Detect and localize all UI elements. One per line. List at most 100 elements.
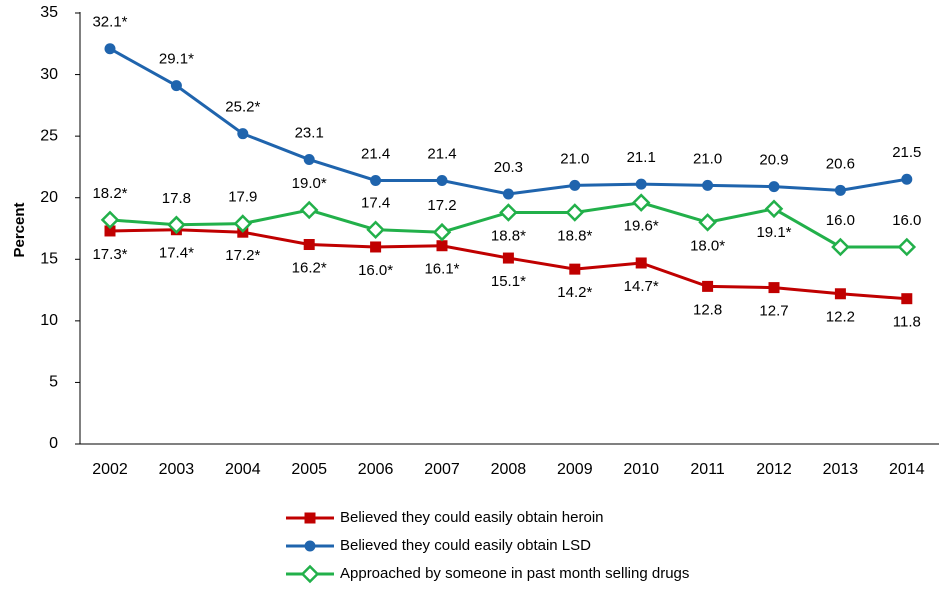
data-label: 21.0: [693, 150, 722, 167]
x-tick-label: 2008: [491, 461, 527, 478]
x-tick-label: 2007: [424, 461, 460, 478]
data-point: [631, 193, 651, 212]
data-point: [436, 240, 448, 252]
data-point: [237, 128, 249, 140]
data-label: 21.0: [560, 150, 589, 167]
data-label: 16.0*: [358, 262, 393, 279]
data-label: 16.0: [892, 212, 921, 229]
data-label: 15.1*: [491, 273, 526, 290]
legend-label: Believed they could easily obtain LSD: [340, 537, 591, 554]
legend-marker: [304, 540, 316, 552]
data-label: 14.7*: [624, 278, 659, 295]
data-label: 17.9: [228, 189, 257, 206]
x-tick-label: 2005: [291, 461, 327, 478]
data-label: 32.1*: [92, 14, 127, 31]
data-point: [104, 43, 116, 55]
data-point: [502, 188, 514, 200]
data-label: 17.2: [427, 197, 456, 214]
y-tick-label: 5: [49, 374, 58, 391]
data-label: 12.7: [759, 303, 788, 320]
data-label: 18.8*: [557, 227, 592, 244]
x-tick-label: 2014: [889, 461, 925, 478]
data-point: [299, 200, 319, 220]
x-tick-label: 2011: [690, 461, 725, 478]
y-tick-label: 0: [49, 435, 58, 452]
data-label: 16.0: [826, 212, 855, 229]
data-point: [698, 213, 717, 232]
data-point: [834, 288, 846, 300]
data-label: 19.0*: [292, 175, 327, 192]
data-label: 21.5: [892, 144, 921, 161]
x-tick-label: 2012: [756, 461, 792, 478]
data-point: [370, 174, 382, 186]
y-tick-label: 25: [40, 127, 58, 144]
data-point: [764, 199, 784, 219]
y-tick-label: 10: [40, 312, 58, 329]
x-tick-label: 2006: [358, 461, 394, 478]
data-label: 19.1*: [756, 224, 791, 241]
data-label: 17.3*: [92, 246, 127, 263]
x-tick-label: 2002: [92, 461, 128, 478]
data-label: 19.6*: [624, 218, 659, 235]
data-point: [303, 154, 315, 166]
y-tick-label: 35: [40, 4, 58, 21]
data-point: [303, 239, 315, 251]
data-point: [170, 80, 182, 92]
data-point: [635, 257, 647, 269]
legend-label: Believed they could easily obtain heroin: [340, 509, 604, 526]
legend-marker: [304, 512, 316, 524]
data-label: 12.8: [693, 301, 722, 318]
data-point: [100, 210, 120, 230]
data-point: [831, 237, 850, 257]
y-tick-label: 30: [40, 66, 58, 83]
data-point: [768, 282, 780, 294]
data-label: 17.8: [162, 190, 191, 207]
data-label: 20.3: [494, 159, 523, 176]
data-point: [901, 173, 913, 185]
y-tick-label: 15: [40, 251, 58, 268]
data-label: 20.9: [759, 152, 788, 169]
data-label: 17.4*: [159, 245, 194, 262]
data-label: 11.8: [893, 314, 921, 331]
data-label: 18.2*: [92, 185, 127, 202]
legend-label: Approached by someone in past month sell…: [340, 565, 689, 582]
data-label: 17.4: [361, 195, 390, 212]
data-point: [565, 203, 585, 222]
data-point: [502, 252, 514, 264]
data-label: 21.4: [427, 145, 456, 162]
data-label: 18.0*: [690, 237, 725, 254]
data-label: 21.4: [361, 145, 390, 162]
data-point: [370, 241, 382, 253]
data-label: 16.2*: [292, 259, 327, 276]
data-point: [702, 179, 714, 191]
data-point: [233, 214, 253, 233]
data-point: [569, 179, 581, 191]
x-tick-label: 2009: [557, 461, 593, 478]
data-label: 12.2: [826, 309, 855, 326]
data-label: 14.2*: [557, 284, 592, 301]
data-point: [702, 280, 714, 292]
x-tick-label: 2013: [823, 461, 859, 478]
data-point: [569, 263, 581, 275]
data-point: [432, 222, 452, 242]
x-tick-label: 2010: [623, 461, 659, 478]
data-label: 20.6: [826, 155, 855, 172]
data-point: [901, 293, 913, 305]
data-point: [436, 174, 448, 186]
data-point: [768, 181, 780, 193]
data-label: 25.2*: [225, 99, 260, 116]
data-label: 21.1: [627, 149, 656, 166]
data-point: [834, 184, 846, 196]
data-point: [897, 237, 917, 257]
legend-marker: [300, 564, 320, 584]
data-point: [167, 215, 186, 235]
data-point: [635, 178, 647, 190]
data-point: [104, 225, 116, 237]
y-tick-label: 20: [40, 189, 58, 206]
x-tick-label: 2003: [159, 461, 195, 478]
data-point: [499, 203, 518, 222]
data-label: 29.1*: [159, 51, 194, 68]
data-label: 18.8*: [491, 227, 526, 244]
y-axis-label: Percent: [11, 202, 28, 257]
